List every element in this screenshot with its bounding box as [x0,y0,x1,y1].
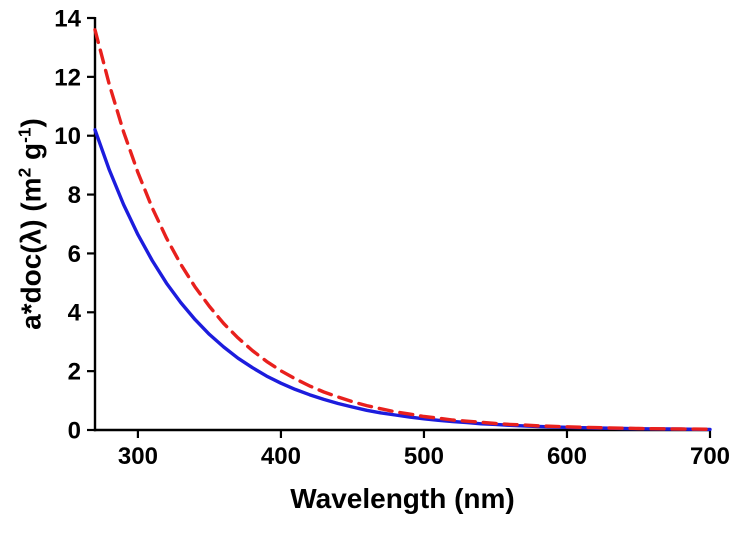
y-tick-label: 10 [54,123,81,150]
series-blue-solid-curve [93,128,712,432]
y-axis-label-text: g [15,142,47,168]
x-tick-label: 400 [261,443,301,470]
x-axis-label: Wavelength (nm) [290,483,515,514]
y-axis-label-sup-minus1: -1 [14,127,35,143]
x-tick-label: 500 [404,443,444,470]
x-tick-label: 700 [690,443,730,470]
series-red-dashed-curve [93,28,712,431]
y-axis-label: a*doc(λ) (m2 g-1) [14,118,47,330]
y-tick-label: 14 [54,5,81,32]
y-tick-label: 6 [68,241,81,268]
y-tick-label: 2 [68,359,81,386]
y-axis-label-text: a*doc(λ) (m [15,177,47,330]
y-tick-label: 4 [68,300,82,327]
y-tick-label: 8 [68,182,81,209]
y-axis-label-sup-2: 2 [14,167,35,178]
x-tick-label: 300 [118,443,158,470]
y-tick-label: 12 [54,64,81,91]
y-tick-label: 0 [68,417,81,444]
x-tick-label: 600 [547,443,587,470]
y-axis-label-text: ) [15,118,47,128]
